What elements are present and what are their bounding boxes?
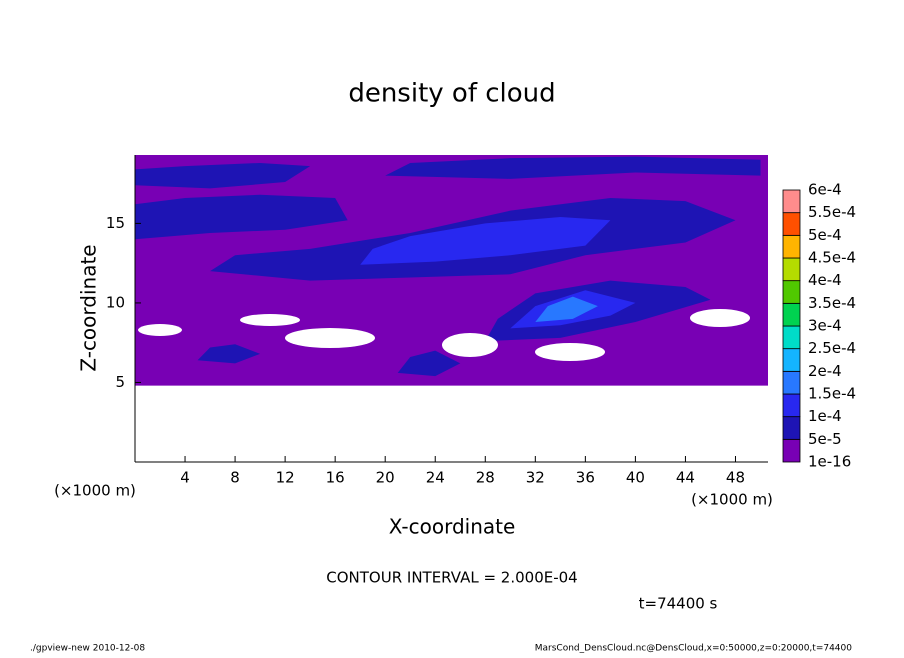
colorbar-label: 2.5e-4: [808, 339, 856, 357]
x-tick-label: 44: [676, 469, 695, 487]
contour-field: [135, 155, 768, 386]
colorbar-box: [782, 348, 801, 372]
colorbar-label: 1e-4: [808, 407, 842, 425]
colorbar-label: 4.5e-4: [808, 249, 856, 267]
x-tick-label: 4: [180, 469, 190, 487]
colorbar-box: [782, 438, 801, 463]
footer: MarsCond_DensCloud.nc@DensCloud,x=0:5000…: [535, 644, 852, 654]
colorbar-label: 5.5e-4: [808, 203, 856, 221]
x-unit: (×1000 m): [691, 491, 773, 509]
chart-title: density of cloud: [348, 79, 555, 109]
colorbar-box: [782, 189, 801, 214]
colorbar-box: [782, 325, 801, 350]
x-tick-label: 32: [526, 469, 545, 487]
colorbar-box: [782, 370, 801, 395]
colorbar-box: [782, 234, 801, 259]
y-tick-label: 5: [115, 373, 125, 391]
contour-region: [360, 217, 611, 265]
colorbar-box: [782, 212, 801, 236]
colorbar-box: [782, 393, 801, 418]
contour-region: [397, 350, 461, 377]
y-tick-label: 10: [106, 293, 125, 311]
colorbar-box: [782, 302, 801, 327]
x-tick-label: 8: [230, 469, 240, 487]
colorbar-box: [782, 416, 801, 440]
x-axis-label: X-coordinate: [389, 515, 516, 539]
colorbar-label: 3.5e-4: [808, 294, 856, 312]
x-tick-label: 20: [376, 469, 395, 487]
x-tick-label: 36: [576, 469, 595, 487]
contour-interval: CONTOUR INTERVAL = 2.000E-04: [326, 569, 577, 587]
y-axis-label: Z-coordinate: [77, 244, 101, 371]
colorbar-label: 5e-5: [808, 430, 842, 448]
contour-region: [385, 156, 761, 179]
colorbar-label: 6e-4: [808, 181, 842, 199]
colorbar-box: [782, 280, 801, 304]
x-unit: (×1000 m): [54, 482, 136, 500]
gap: [442, 333, 498, 357]
time-label: t=74400 s: [639, 595, 718, 613]
contour-region: [535, 296, 598, 323]
colorbar-label: 5e-4: [808, 226, 842, 244]
contour-region: [135, 162, 311, 189]
x-tick-label: 28: [476, 469, 495, 487]
colorbar-label: 1.5e-4: [808, 385, 856, 403]
x-tick-label: 48: [726, 469, 745, 487]
x-tick-label: 16: [326, 469, 345, 487]
x-tick-label: 24: [426, 469, 445, 487]
x-tick-label: 12: [276, 469, 295, 487]
gap: [240, 314, 300, 326]
colorbar-label: 4e-4: [808, 271, 842, 289]
gap: [285, 328, 375, 348]
gap: [690, 309, 750, 327]
contour-region: [135, 194, 348, 240]
gap: [535, 343, 605, 361]
colorbar-label: 2e-4: [808, 362, 842, 380]
gap: [138, 324, 182, 336]
footer: ./gpview-new 2010-12-08: [30, 644, 145, 654]
colorbar-label: 1e-16: [808, 453, 851, 471]
colorbar-box: [782, 257, 801, 282]
y-tick-label: 15: [106, 214, 125, 232]
x-tick-label: 40: [626, 469, 645, 487]
colorbar-label: 3e-4: [808, 317, 842, 335]
contour-region: [197, 344, 261, 364]
